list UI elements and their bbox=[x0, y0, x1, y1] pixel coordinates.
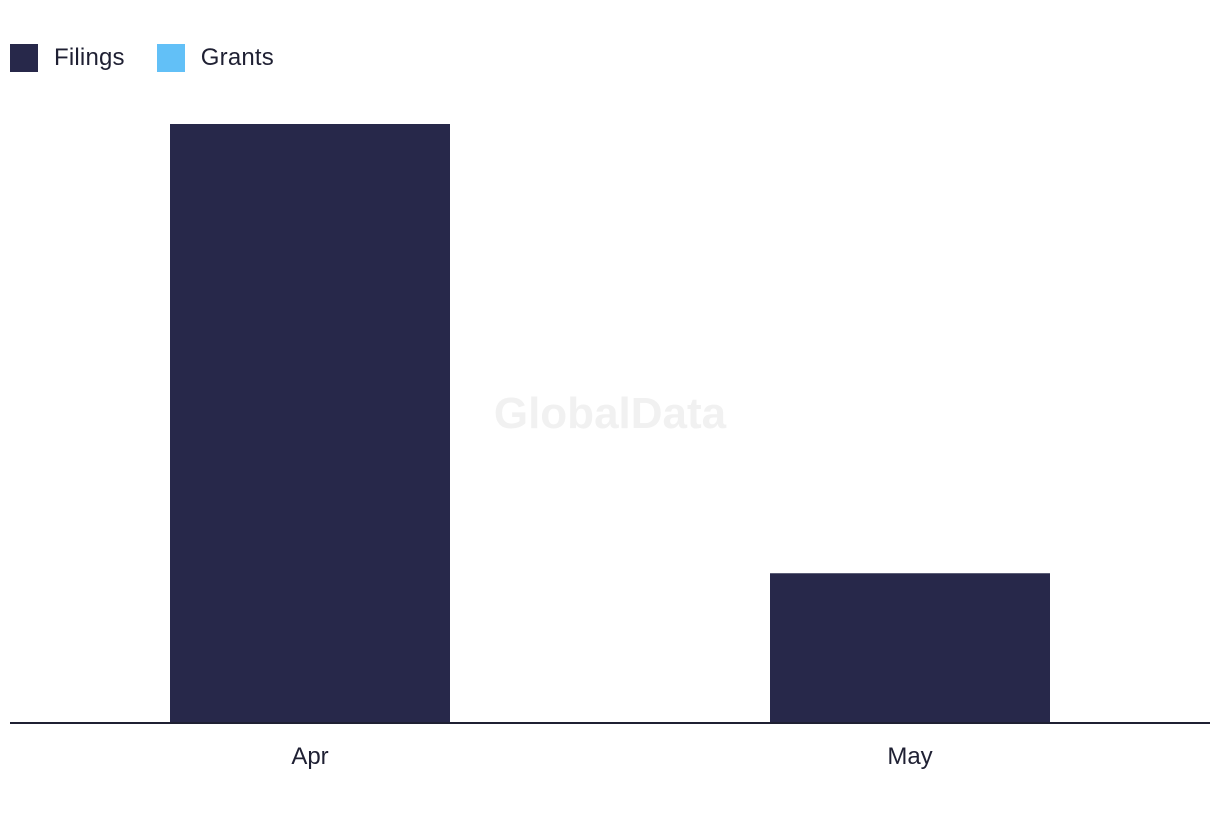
legend-item-grants[interactable]: Grants bbox=[156, 44, 274, 72]
bars-group bbox=[170, 124, 1050, 723]
x-tick-labels: Apr May bbox=[291, 743, 932, 770]
legend-item-filings[interactable]: Filings bbox=[10, 44, 125, 72]
chart-legend: Filings Grants bbox=[10, 44, 306, 72]
watermark-text: GlobalData bbox=[494, 389, 727, 438]
filings-swatch-icon bbox=[10, 44, 38, 72]
bar-filings-may[interactable] bbox=[770, 573, 1050, 723]
x-tick-label-may: May bbox=[887, 743, 932, 770]
bar-filings-apr[interactable] bbox=[170, 124, 450, 723]
grants-swatch-icon bbox=[156, 44, 185, 72]
legend-label-grants: Grants bbox=[200, 44, 274, 71]
legend-label-filings: Filings bbox=[54, 44, 125, 71]
x-tick-label-apr: Apr bbox=[291, 743, 328, 770]
